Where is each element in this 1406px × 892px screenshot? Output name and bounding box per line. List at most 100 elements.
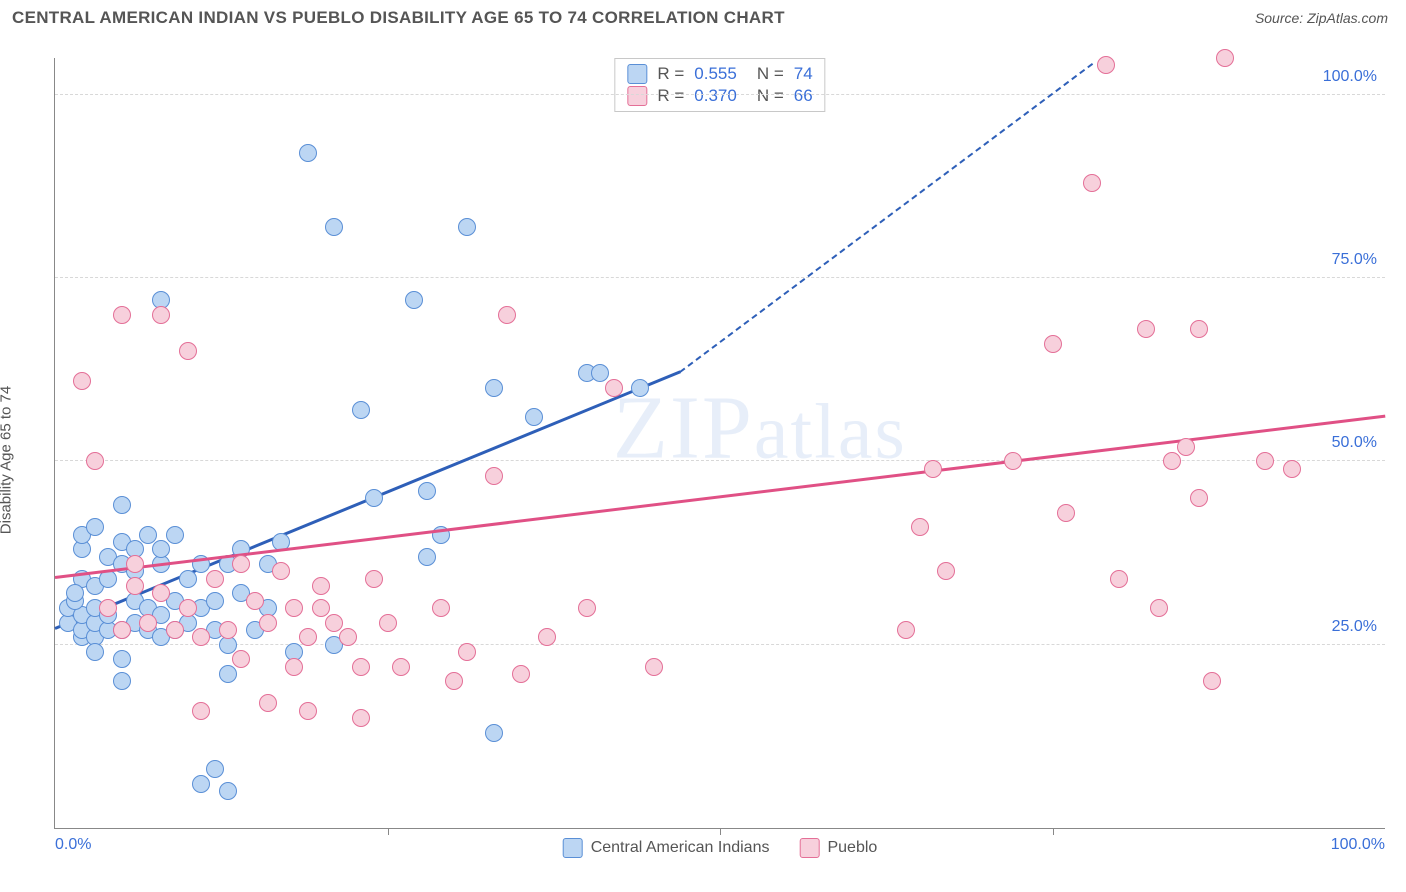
legend-r-label: R = [657,86,684,106]
x-tick-label: 100.0% [1331,836,1385,854]
legend-r-label: R = [657,64,684,84]
legend-swatch [627,86,647,106]
chart-title: CENTRAL AMERICAN INDIAN VS PUEBLO DISABI… [12,8,785,28]
data-point [352,401,370,419]
data-point [126,555,144,573]
data-point [312,577,330,595]
x-tick [1053,828,1054,835]
series-legend: Central American Indians Pueblo [563,838,878,858]
data-point [299,702,317,720]
data-point [485,379,503,397]
data-point [1256,452,1274,470]
data-point [1190,489,1208,507]
data-point [206,570,224,588]
data-point [418,548,436,566]
data-point [179,570,197,588]
gridline-h [55,644,1385,645]
data-point [232,555,250,573]
data-point [1190,320,1208,338]
data-point [166,526,184,544]
data-point [66,584,84,602]
data-point [1110,570,1128,588]
data-point [246,592,264,610]
data-point [525,408,543,426]
data-point [206,760,224,778]
data-point [498,306,516,324]
data-point [152,540,170,558]
data-point [1137,320,1155,338]
data-point [86,452,104,470]
data-point [605,379,623,397]
data-point [352,709,370,727]
legend-n-value: 66 [794,86,813,106]
data-point [1203,672,1221,690]
data-point [392,658,410,676]
data-point [339,628,357,646]
data-point [113,650,131,668]
data-point [73,372,91,390]
legend-r-value: 0.370 [694,86,737,106]
data-point [578,599,596,617]
legend-swatch [627,64,647,84]
chart-source: Source: ZipAtlas.com [1255,10,1388,26]
data-point [631,379,649,397]
data-point [259,614,277,632]
data-point [285,658,303,676]
data-point [1150,599,1168,617]
y-tick-label: 25.0% [1332,618,1377,636]
data-point [219,621,237,639]
legend-r-value: 0.555 [694,64,737,84]
data-point [179,342,197,360]
legend-item: Central American Indians [563,838,770,858]
data-point [139,614,157,632]
data-point [418,482,436,500]
data-point [458,218,476,236]
data-point [538,628,556,646]
data-point [645,658,663,676]
x-tick [720,828,721,835]
data-point [1163,452,1181,470]
legend-label: Pueblo [827,839,877,857]
data-point [179,599,197,617]
data-point [432,599,450,617]
data-point [232,650,250,668]
data-point [1004,452,1022,470]
data-point [365,489,383,507]
x-tick [388,828,389,835]
data-point [99,599,117,617]
data-point [152,306,170,324]
data-point [458,643,476,661]
data-point [379,614,397,632]
data-point [86,518,104,536]
data-point [1177,438,1195,456]
data-point [1283,460,1301,478]
data-point [937,562,955,580]
data-point [299,144,317,162]
data-point [113,621,131,639]
data-point [126,577,144,595]
gridline-h [55,94,1385,95]
legend-label: Central American Indians [591,839,770,857]
data-point [924,460,942,478]
correlation-legend: R = 0.555N = 74R = 0.370N = 66 [614,58,825,112]
data-point [405,291,423,309]
legend-row: R = 0.370N = 66 [627,85,812,107]
data-point [259,694,277,712]
data-point [1083,174,1101,192]
chart-container: Disability Age 65 to 74 ZIPatlas R = 0.5… [14,40,1394,880]
data-point [192,775,210,793]
data-point [325,614,343,632]
legend-n-value: 74 [794,64,813,84]
data-point [512,665,530,683]
data-point [139,526,157,544]
data-point [113,306,131,324]
data-point [192,702,210,720]
y-axis-label: Disability Age 65 to 74 [0,386,15,534]
data-point [1216,49,1234,67]
data-point [219,665,237,683]
data-point [485,724,503,742]
data-point [299,628,317,646]
legend-swatch [563,838,583,858]
y-tick-label: 75.0% [1332,251,1377,269]
data-point [485,467,503,485]
